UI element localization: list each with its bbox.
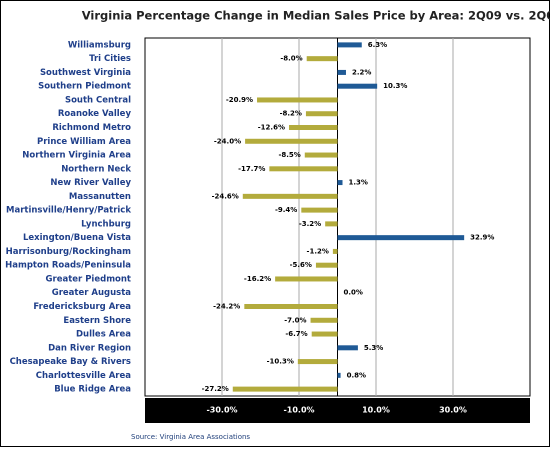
y-tick-label: Chesapeake Bay & Rivers xyxy=(10,357,131,367)
y-tick-label: Hampton Roads/Peninsula xyxy=(5,261,131,271)
value-label: -8.5% xyxy=(278,151,300,159)
y-tick-label: Tri Cities xyxy=(89,54,131,64)
bar xyxy=(297,359,338,365)
bar xyxy=(337,42,362,48)
value-label: -5.6% xyxy=(290,261,312,269)
bar xyxy=(275,276,338,282)
y-tick-label: Greater Augusta xyxy=(52,288,132,298)
y-tick-label: South Central xyxy=(65,95,131,105)
value-label: 2.2% xyxy=(352,68,371,76)
bar xyxy=(337,235,465,241)
value-label: -27.2% xyxy=(202,385,229,393)
bar xyxy=(288,125,338,130)
value-label: -6.7% xyxy=(285,330,307,338)
bar xyxy=(337,69,346,75)
bar xyxy=(337,372,341,378)
value-label: -24.6% xyxy=(212,192,239,200)
y-tick-label: Massanutten xyxy=(69,192,131,202)
bar xyxy=(232,386,338,392)
value-label: -3.2% xyxy=(299,220,321,228)
value-label: -10.3% xyxy=(267,358,294,366)
x-tick-label: -10.0% xyxy=(283,406,314,415)
y-tick-label: Northern Neck xyxy=(61,164,131,174)
y-tick-label: Lynchburg xyxy=(81,219,131,229)
value-label: -16.2% xyxy=(244,275,271,283)
value-label: -24.2% xyxy=(213,303,240,311)
x-tick-label: 10.0% xyxy=(362,406,390,415)
value-label: -8.0% xyxy=(280,55,302,63)
y-tick-label: Dan River Region xyxy=(48,343,131,353)
bar xyxy=(337,180,343,186)
value-label: -20.9% xyxy=(226,96,253,104)
y-tick-label: Lexington/Buena Vista xyxy=(23,233,131,243)
source: Source: Virginia Area Associations xyxy=(131,433,250,441)
bar xyxy=(245,138,338,144)
value-label: 0.8% xyxy=(347,371,366,379)
value-label: -12.6% xyxy=(258,124,285,132)
y-tick-label: Roanoke Valley xyxy=(58,109,132,119)
y-tick-label: Fredericksburg Area xyxy=(33,302,131,312)
value-label: 32.9% xyxy=(470,234,494,242)
y-tick-label: Southern Piedmont xyxy=(38,82,131,92)
bar xyxy=(325,221,338,227)
y-tick-label: Greater Piedmont xyxy=(46,274,131,284)
y-tick-label: Prince William Area xyxy=(37,137,131,147)
y-tick-label: Martinsville/Henry/Patrick xyxy=(6,206,131,216)
value-label: -7.0% xyxy=(284,316,306,324)
value-label: 6.3% xyxy=(368,41,387,49)
y-tick-label: Charlottesville Area xyxy=(36,371,131,381)
value-label: -17.7% xyxy=(238,165,265,173)
value-label: 5.3% xyxy=(364,344,383,352)
value-label: -8.2% xyxy=(280,110,302,118)
bar xyxy=(242,193,338,199)
bar xyxy=(311,331,338,337)
x-axis-band xyxy=(145,398,530,423)
y-tick-label: Harrisonburg/Rockingham xyxy=(6,247,132,257)
bar xyxy=(257,97,338,103)
y-tick-label: Northern Virginia Area xyxy=(22,151,131,161)
bar xyxy=(315,262,338,268)
y-tick-label: Blue Ridge Area xyxy=(54,385,131,395)
y-tick-label: Richmond Metro xyxy=(52,123,131,133)
value-label: -24.0% xyxy=(214,137,241,145)
value-label: 10.3% xyxy=(383,82,407,90)
y-tick-label: Dulles Area xyxy=(76,330,131,340)
value-label: 0.0% xyxy=(344,289,363,297)
bar xyxy=(310,317,338,323)
bar xyxy=(301,207,338,213)
bar xyxy=(304,152,338,158)
y-tick-label: Southwest Virginia xyxy=(40,68,131,78)
bar xyxy=(332,248,338,254)
bar xyxy=(305,111,338,117)
value-label: -9.4% xyxy=(275,206,297,214)
value-label: 1.3% xyxy=(349,179,368,187)
y-tick-label: Eastern Shore xyxy=(63,316,131,326)
bar xyxy=(306,56,338,62)
value-label: -1.2% xyxy=(307,247,329,255)
bar xyxy=(337,83,378,89)
y-tick-label: Williamsburg xyxy=(68,40,131,50)
x-tick-label: -30.0% xyxy=(206,406,237,415)
chart-title: Virginia Percentage Change in Median Sal… xyxy=(82,9,550,23)
x-tick-label: 30.0% xyxy=(439,406,467,415)
bar xyxy=(337,345,358,351)
y-tick-label: New River Valley xyxy=(50,178,131,188)
bar xyxy=(244,304,338,309)
bar xyxy=(269,166,338,172)
